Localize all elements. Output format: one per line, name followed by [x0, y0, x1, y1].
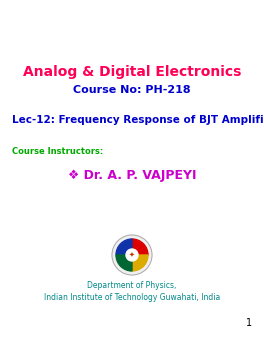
- Text: Indian Institute of Technology Guwahati, India: Indian Institute of Technology Guwahati,…: [44, 294, 220, 302]
- Wedge shape: [132, 239, 148, 255]
- Text: ❖ Dr. A. P. VAJPEYI: ❖ Dr. A. P. VAJPEYI: [68, 168, 196, 181]
- Text: Department of Physics,: Department of Physics,: [87, 281, 177, 290]
- Wedge shape: [132, 255, 148, 271]
- Text: Course Instructors:: Course Instructors:: [12, 148, 103, 157]
- Text: Lec-12: Frequency Response of BJT Amplifiers: Lec-12: Frequency Response of BJT Amplif…: [12, 115, 264, 125]
- Text: Analog & Digital Electronics: Analog & Digital Electronics: [23, 65, 241, 79]
- Wedge shape: [116, 239, 132, 255]
- Text: Course No: PH-218: Course No: PH-218: [73, 85, 191, 95]
- Circle shape: [112, 235, 152, 275]
- Wedge shape: [116, 255, 132, 271]
- Text: 1: 1: [246, 318, 252, 328]
- Text: ✦: ✦: [129, 252, 135, 258]
- Circle shape: [126, 249, 138, 261]
